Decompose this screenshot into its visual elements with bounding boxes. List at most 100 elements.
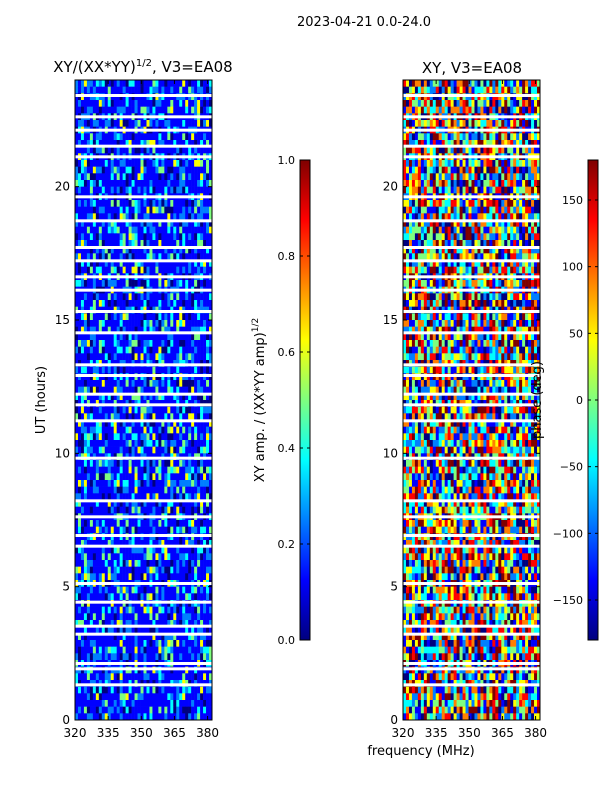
heatmap-cell bbox=[131, 613, 135, 621]
heatmap-cell bbox=[131, 333, 135, 341]
heatmap-cell bbox=[128, 313, 132, 321]
heatmap-cell bbox=[173, 393, 177, 401]
heatmap-cell bbox=[137, 426, 141, 434]
heatmap-cell bbox=[98, 426, 103, 434]
heatmap-cell bbox=[149, 146, 153, 154]
heatmap-cell bbox=[170, 240, 174, 247]
heatmap-cell bbox=[149, 573, 153, 581]
heatmap-cell bbox=[465, 80, 469, 87]
heatmap-cell bbox=[116, 406, 120, 414]
heatmap-cell bbox=[444, 106, 448, 114]
heatmap-cell bbox=[98, 166, 103, 174]
heatmap-cell bbox=[128, 613, 132, 621]
heatmap-cell bbox=[137, 506, 141, 514]
heatmap-cell bbox=[140, 86, 144, 94]
heatmap-cell bbox=[209, 546, 213, 554]
heatmap-cell bbox=[152, 546, 156, 554]
heatmap-cell bbox=[441, 120, 445, 127]
heatmap-cell bbox=[119, 200, 123, 207]
heatmap-cell bbox=[140, 700, 144, 707]
heatmap-cell bbox=[75, 366, 79, 374]
heatmap-cell bbox=[411, 140, 416, 147]
heatmap-cell bbox=[116, 120, 120, 127]
heatmap-cell bbox=[167, 100, 171, 107]
heatmap-cell bbox=[113, 100, 117, 107]
heatmap-cell bbox=[98, 140, 103, 147]
heatmap-cell bbox=[444, 120, 448, 127]
heatmap-cell bbox=[191, 346, 195, 354]
heatmap-cell bbox=[537, 133, 541, 141]
heatmap-cell bbox=[146, 406, 150, 414]
heatmap-cell bbox=[194, 493, 198, 501]
heatmap-cell bbox=[77, 186, 82, 194]
heatmap-cell bbox=[92, 313, 97, 321]
heatmap-cell bbox=[155, 120, 159, 127]
heatmap-cell bbox=[152, 573, 156, 581]
heatmap-cell bbox=[182, 566, 186, 574]
heatmap-cell bbox=[89, 640, 94, 647]
heatmap-cell bbox=[197, 380, 201, 387]
heatmap-cell bbox=[209, 586, 213, 594]
heatmap-cell bbox=[435, 133, 440, 141]
heatmap-cell bbox=[77, 480, 82, 487]
heatmap-cell bbox=[200, 346, 204, 354]
heatmap-cell bbox=[119, 520, 123, 527]
heatmap-cell bbox=[107, 233, 112, 241]
heatmap-cell bbox=[188, 86, 192, 94]
heatmap-cell bbox=[140, 526, 144, 534]
heatmap-cell bbox=[176, 553, 180, 561]
heatmap-cell bbox=[167, 706, 171, 714]
heatmap-cell bbox=[498, 80, 502, 87]
heatmap-cell bbox=[185, 626, 189, 634]
heatmap-cell bbox=[411, 100, 416, 107]
heatmap-cell bbox=[95, 446, 100, 454]
heatmap-cell bbox=[179, 573, 183, 581]
heatmap-cell bbox=[176, 106, 180, 114]
heatmap-cell bbox=[420, 86, 425, 94]
heatmap-cell bbox=[167, 320, 171, 327]
heatmap-cell bbox=[173, 573, 177, 581]
heatmap-cell bbox=[161, 100, 165, 107]
heatmap-cell bbox=[176, 540, 180, 547]
heatmap-cell bbox=[185, 120, 189, 127]
heatmap-cell bbox=[161, 653, 165, 661]
heatmap-cell bbox=[95, 253, 100, 261]
heatmap-cell bbox=[134, 246, 138, 254]
heatmap-cell bbox=[131, 80, 135, 87]
heatmap-cell bbox=[146, 440, 150, 447]
heatmap-cell bbox=[403, 146, 407, 154]
heatmap-cell bbox=[86, 206, 91, 214]
heatmap-cell bbox=[140, 206, 144, 214]
heatmap-cell bbox=[75, 613, 79, 621]
heatmap-cell bbox=[75, 480, 79, 487]
heatmap-cell bbox=[209, 706, 213, 714]
heatmap-cell bbox=[480, 100, 484, 107]
heatmap-cell bbox=[137, 333, 141, 341]
heatmap-cell bbox=[83, 500, 88, 507]
heatmap-cell bbox=[161, 260, 165, 267]
heatmap-cell bbox=[140, 340, 144, 347]
heatmap-cell bbox=[197, 446, 201, 454]
heatmap-cell bbox=[146, 180, 150, 187]
heatmap-cell bbox=[113, 166, 117, 174]
heatmap-cell bbox=[75, 340, 79, 347]
heatmap-cell bbox=[75, 433, 79, 441]
heatmap-cell bbox=[176, 280, 180, 287]
heatmap-cell bbox=[194, 413, 198, 421]
heatmap-cell bbox=[191, 593, 195, 601]
heatmap-cell bbox=[146, 326, 150, 334]
heatmap-cell bbox=[152, 486, 156, 494]
heatmap-cell bbox=[158, 80, 162, 87]
heatmap-cell bbox=[143, 353, 147, 361]
heatmap-cell bbox=[140, 140, 144, 147]
heatmap-cell bbox=[104, 506, 109, 514]
heatmap-cell bbox=[152, 320, 156, 327]
heatmap-cell bbox=[143, 333, 147, 341]
heatmap-cell bbox=[423, 100, 428, 107]
heatmap-cell bbox=[477, 140, 481, 147]
heatmap-cell bbox=[140, 713, 144, 721]
heatmap-cell bbox=[143, 553, 147, 561]
heatmap-cell bbox=[176, 466, 180, 474]
heatmap-cell bbox=[98, 173, 103, 181]
heatmap-cell bbox=[164, 673, 168, 681]
